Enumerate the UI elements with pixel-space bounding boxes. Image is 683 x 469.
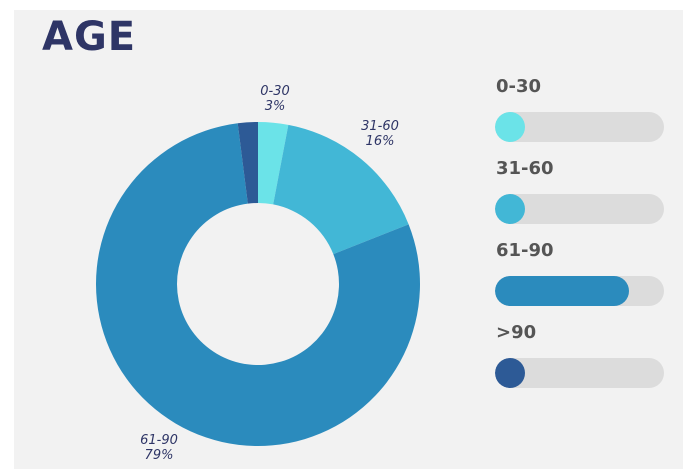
legend-bar-track-31-60	[495, 194, 664, 224]
legend-bar-track-over-90	[495, 358, 664, 388]
slice-label-0-30: 0-30 3%	[245, 84, 305, 114]
chart-title: AGE	[42, 14, 137, 60]
slice-label-31-60-category: 31-60	[361, 119, 399, 134]
legend-label-61-90: 61-90	[496, 240, 554, 261]
donut-slice-61-90	[95, 123, 420, 447]
legend-label-over-90: >90	[496, 322, 537, 343]
slice-label-0-30-category: 0-30	[260, 84, 290, 99]
slice-label-61-90-category: 61-90	[140, 433, 178, 448]
donut-slice-31-60	[273, 124, 409, 255]
legend-label-31-60: 31-60	[496, 158, 554, 179]
slice-label-61-90-value: 79%	[144, 448, 174, 463]
slice-label-31-60: 31-60 16%	[350, 119, 410, 149]
slice-label-0-30-value: 3%	[264, 99, 286, 114]
legend-bar-track-61-90	[495, 276, 664, 306]
legend-bar-track-0-30	[495, 112, 664, 142]
legend-bar-fill-over-90	[495, 358, 525, 388]
legend-bar-fill-61-90	[495, 276, 629, 306]
legend-label-0-30: 0-30	[496, 76, 542, 97]
donut-slice-over-90	[237, 122, 258, 204]
donut-slice-0-30	[258, 122, 289, 205]
slice-label-31-60-value: 16%	[365, 134, 395, 149]
slice-label-61-90: 61-90 79%	[129, 433, 189, 463]
legend-bar-fill-31-60	[495, 194, 525, 224]
legend-bar-fill-0-30	[495, 112, 525, 142]
